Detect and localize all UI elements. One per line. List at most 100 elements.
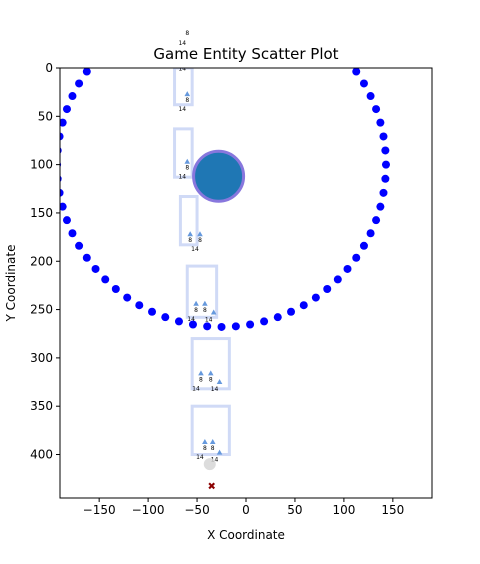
target-marker: ✖ — [208, 481, 216, 492]
axes-frame — [59, 67, 433, 499]
ring-point — [274, 8, 282, 16]
ring-point — [312, 28, 320, 36]
point-label: 14 — [192, 385, 200, 392]
ring-point — [311, 293, 320, 302]
ring-point — [323, 284, 332, 293]
entity-box — [190, 404, 231, 457]
entity-box — [173, 127, 194, 179]
x-tick-label: −100 — [132, 503, 165, 517]
ring-point — [359, 241, 368, 250]
ring-point — [352, 253, 361, 262]
ring-point — [123, 28, 131, 36]
ring-point — [60, 188, 64, 197]
point-label: 8 — [198, 237, 202, 244]
triangle-point — [202, 300, 208, 306]
ring-point — [333, 275, 342, 284]
ring-point — [148, 14, 156, 22]
ring-point — [379, 132, 388, 141]
ring-point — [218, 0, 226, 6]
point-label: 8 — [188, 237, 192, 244]
ring-point — [92, 56, 100, 64]
ring-point — [359, 79, 368, 88]
ring-point — [111, 284, 120, 293]
ring-point — [101, 275, 110, 284]
ring-point — [60, 202, 67, 211]
point-label: 14 — [205, 316, 213, 323]
triangle-point — [216, 449, 223, 455]
grey-point — [203, 458, 216, 471]
point-label: 14 — [178, 174, 186, 181]
point-label: 14 — [187, 316, 195, 323]
y-tick-label: 200 — [30, 254, 53, 268]
point-label: 14 — [178, 40, 186, 47]
big-circle-entity — [192, 149, 246, 203]
ring-point — [175, 4, 183, 12]
x-tick-label: −150 — [83, 503, 116, 517]
chart-title: Game Entity Scatter Plot — [153, 45, 338, 63]
entity-box — [173, 68, 194, 107]
ring-point — [287, 14, 295, 22]
point-label: 14 — [178, 106, 186, 113]
ring-point — [82, 68, 91, 76]
triangle-point — [202, 438, 208, 444]
ring-point — [62, 216, 71, 225]
ring-point — [372, 105, 381, 114]
ring-point — [68, 229, 77, 238]
ring-point — [135, 301, 144, 310]
ring-point — [203, 322, 212, 331]
entity-box — [190, 337, 231, 391]
ring-point — [75, 241, 84, 250]
point-label: 8 — [203, 445, 207, 452]
ring-point — [344, 56, 352, 64]
y-axis-label: Y Coordinate — [4, 245, 18, 323]
ring-point — [381, 174, 390, 183]
point-label: 14 — [211, 386, 219, 393]
ring-point — [203, 0, 211, 7]
x-axis-label: X Coordinate — [207, 528, 285, 542]
entity-box — [178, 195, 199, 247]
ring-point — [379, 188, 388, 197]
y-tick-label: 300 — [30, 351, 53, 365]
ring-point — [376, 202, 385, 211]
x-tick-label: 0 — [242, 503, 250, 517]
triangle-point — [198, 370, 204, 376]
ring-point — [62, 105, 71, 114]
ring-point — [60, 118, 67, 127]
ring-point — [366, 92, 375, 101]
ring-point — [260, 4, 268, 12]
ring-point — [260, 317, 269, 326]
triangle-point — [193, 300, 199, 306]
y-tick-label: 100 — [30, 158, 53, 172]
entity-box — [185, 264, 219, 319]
ring-point — [376, 118, 385, 127]
y-tick-label: 0 — [45, 61, 53, 75]
y-tick-label: 250 — [30, 303, 53, 317]
y-tick-label: 400 — [30, 448, 53, 462]
point-label: 8 — [211, 445, 215, 452]
ring-point — [273, 313, 282, 322]
ring-point — [372, 216, 381, 225]
ring-point — [174, 317, 183, 326]
ring-point — [161, 313, 170, 322]
ring-point — [366, 229, 375, 238]
ring-point — [161, 8, 169, 16]
ring-point — [91, 264, 100, 273]
point-label: 8 — [185, 165, 189, 172]
y-tick-label: 350 — [30, 399, 53, 413]
x-tick-label: 150 — [381, 503, 404, 517]
point-label: 14 — [191, 246, 199, 253]
ring-point — [287, 307, 296, 316]
ring-point — [68, 92, 77, 101]
point-label: 8 — [199, 376, 203, 383]
point-label: 14 — [178, 66, 186, 73]
point-label: 8 — [185, 97, 189, 104]
ring-point — [123, 293, 132, 302]
ring-point — [112, 36, 120, 44]
point-label: 14 — [211, 457, 219, 464]
ring-point — [232, 0, 240, 7]
ring-point — [381, 146, 390, 155]
ring-point — [60, 132, 64, 141]
ring-point — [217, 322, 226, 331]
